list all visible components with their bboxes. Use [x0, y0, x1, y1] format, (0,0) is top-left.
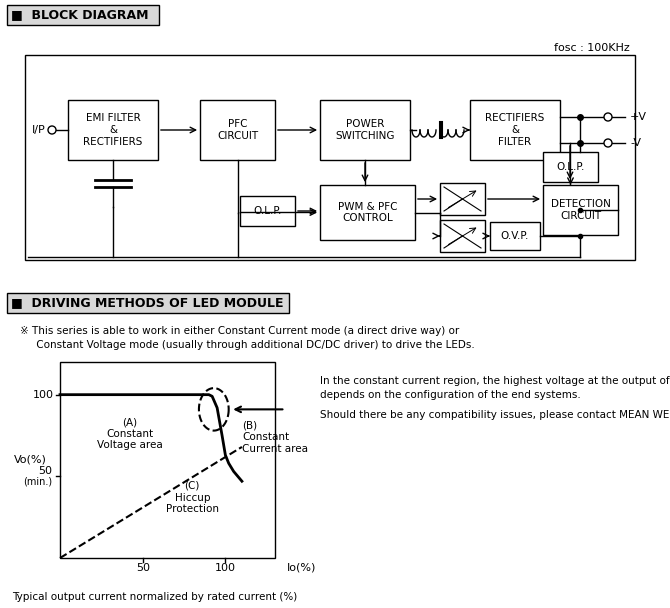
Text: DETECTION
CIRCUIT: DETECTION CIRCUIT: [551, 199, 610, 221]
Text: (A)
Constant
Voltage area: (A) Constant Voltage area: [96, 417, 162, 451]
Bar: [440, 220, 485, 252]
Bar: [320, 100, 410, 160]
Bar: [200, 100, 275, 160]
Circle shape: [604, 113, 612, 121]
Text: +V: +V: [630, 112, 647, 122]
Bar: [68, 100, 158, 160]
Bar: [320, 185, 415, 240]
Bar: [440, 183, 485, 215]
Bar: [60, 362, 275, 558]
Text: Typical output current normalized by rated current (%): Typical output current normalized by rat…: [12, 592, 297, 602]
Text: (min.): (min.): [23, 476, 52, 486]
Bar: [240, 196, 295, 226]
Text: Io(%): Io(%): [287, 563, 316, 573]
Bar: [7, 5, 159, 25]
Text: 50: 50: [136, 563, 149, 573]
Bar: [543, 152, 598, 182]
Text: 100: 100: [215, 563, 236, 573]
Text: Should there be any compatibility issues, please contact MEAN WELL.: Should there be any compatibility issues…: [320, 410, 670, 420]
Bar: [25, 55, 635, 260]
Text: 50: 50: [38, 466, 52, 476]
Text: I/P: I/P: [32, 125, 46, 135]
Text: POWER
SWITCHING: POWER SWITCHING: [335, 119, 395, 141]
Circle shape: [604, 139, 612, 147]
Text: ※ This series is able to work in either Constant Current mode (a direct drive wa: ※ This series is able to work in either …: [20, 326, 459, 336]
Text: O.L.P.: O.L.P.: [556, 162, 585, 172]
Bar: [470, 100, 560, 160]
Text: (C)
Hiccup
Protection: (C) Hiccup Protection: [165, 481, 219, 514]
Text: Vo(%): Vo(%): [13, 455, 46, 465]
Text: EMI FILTER
&
RECTIFIERS: EMI FILTER & RECTIFIERS: [83, 114, 143, 147]
Text: -V: -V: [630, 138, 641, 148]
Text: In the constant current region, the highest voltage at the output of the driver: In the constant current region, the high…: [320, 376, 670, 386]
Bar: [490, 222, 540, 250]
Text: O.L.P.: O.L.P.: [253, 206, 281, 216]
Text: ■  BLOCK DIAGRAM: ■ BLOCK DIAGRAM: [11, 9, 149, 21]
Text: fosc : 100KHz: fosc : 100KHz: [554, 43, 630, 53]
Bar: [543, 185, 618, 235]
Text: Constant Voltage mode (usually through additional DC/DC driver) to drive the LED: Constant Voltage mode (usually through a…: [20, 340, 475, 350]
Text: O.V.P.: O.V.P.: [500, 231, 529, 241]
Text: PFC
CIRCUIT: PFC CIRCUIT: [217, 119, 258, 141]
Circle shape: [48, 126, 56, 134]
Text: 100: 100: [33, 390, 54, 399]
Bar: [7, 293, 289, 313]
Text: ■  DRIVING METHODS OF LED MODULE: ■ DRIVING METHODS OF LED MODULE: [11, 297, 283, 309]
Text: depends on the configuration of the end systems.: depends on the configuration of the end …: [320, 390, 581, 400]
Text: RECTIFIERS
&
FILTER: RECTIFIERS & FILTER: [485, 114, 545, 147]
Text: PWM & PFC
CONTROL: PWM & PFC CONTROL: [338, 202, 397, 223]
Text: (B)
Constant
Current area: (B) Constant Current area: [242, 421, 308, 454]
